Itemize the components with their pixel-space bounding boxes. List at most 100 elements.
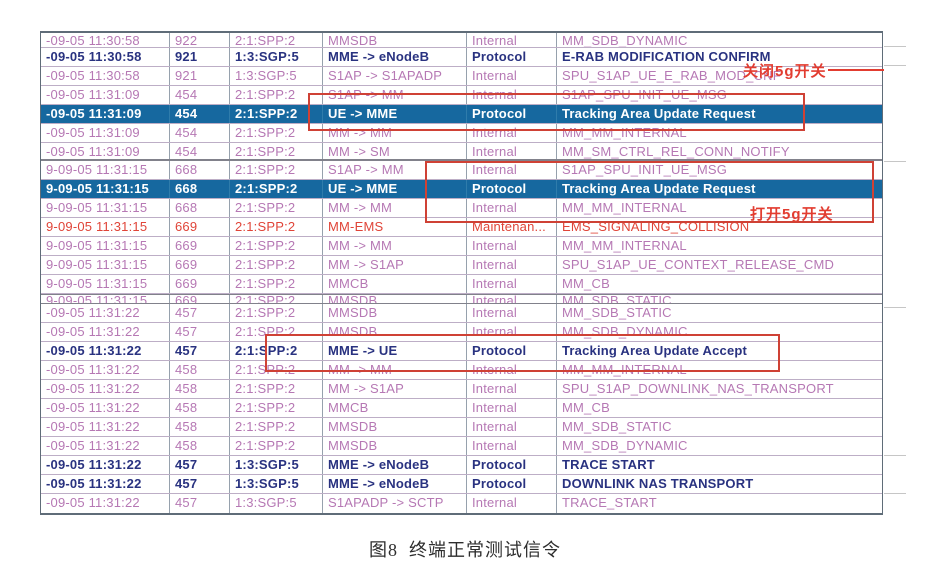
cell-msg: SPU_S1AP_DOWNLINK_NAS_TRANSPORT (562, 381, 834, 396)
table-edge-artifact (884, 46, 906, 47)
cell-dir: MM -> MM (323, 361, 467, 379)
table-row[interactable]: -09-05 11:31:09 454 2:1:SPP:2 MM -> SM Inter… (41, 143, 882, 161)
cell-num: 668 (170, 180, 230, 198)
cell-dir: MMSDB (323, 295, 467, 303)
cell-path: 2:1:SPP:2 (230, 437, 323, 455)
table-row[interactable]: -09-05 11:30:58 921 1:3:SGP:5 S1AP -> S1APA… (41, 67, 882, 86)
table-row[interactable]: -09-05 11:31:09 454 2:1:SPP:2 S1AP -> MM Int… (41, 86, 882, 105)
cell-time: 9-09-05 11:31:15 (41, 237, 170, 255)
cell-time: 9-09-05 11:31:15 (41, 199, 170, 217)
table-row[interactable]: -09-05 11:31:22 458 2:1:SPP:2 MMSDB Internal… (41, 418, 882, 437)
cell-num: 668 (170, 161, 230, 179)
cell-msg: MM_SDB_DYNAMIC (562, 438, 688, 453)
table-row[interactable]: 9-09-05 11:31:15 668 2:1:SPP:2 S1AP -> MM In… (41, 161, 882, 180)
table-row[interactable]: -09-05 11:31:22 458 2:1:SPP:2 MMSDB Internal… (41, 437, 882, 456)
table-row[interactable]: -09-05 11:31:09 454 2:1:SPP:2 UE -> MME Prot… (41, 105, 882, 124)
cell-dir: S1AP -> S1APADP (323, 67, 467, 85)
cell-msg: MM_SDB_STATIC (562, 305, 672, 320)
cell-type: Internal (467, 86, 557, 104)
cell-dir: MMSDB (323, 33, 467, 47)
cell-path: 1:3:SGP:5 (230, 48, 323, 66)
cell-dir: MM-EMS (323, 218, 467, 236)
cell-time: 9-09-05 11:31:15 (41, 161, 170, 179)
table-row[interactable]: -09-05 11:31:22 457 2:1:SPP:2 MMSDB Internal… (41, 304, 882, 323)
cell-dir: MME -> UE (323, 342, 467, 360)
cell-time: 9-09-05 11:31:15 (41, 275, 170, 293)
table-row[interactable]: -09-05 11:31:22 457 1:3:SGP:5 MME -> eNodeB… (41, 456, 882, 475)
cell-type: Internal (467, 418, 557, 436)
cell-msg: TRACE START (562, 457, 655, 472)
cell-path: 1:3:SGP:5 (230, 494, 323, 513)
table-row[interactable]: 9-09-05 11:31:15 669 2:1:SPP:2 MMSDB Interna… (41, 294, 882, 304)
table-row[interactable]: 9-09-05 11:31:15 669 2:1:SPP:2 MM -> S1AP In… (41, 256, 882, 275)
table-row[interactable]: -09-05 11:30:58 922 2:1:SPP:2 MMSDB Internal… (41, 33, 882, 48)
cell-path: 2:1:SPP:2 (230, 399, 323, 417)
cell-path: 2:1:SPP:2 (230, 418, 323, 436)
cell-num: 669 (170, 295, 230, 303)
cell-num: 454 (170, 86, 230, 104)
figure-caption: 图8 终端正常测试信令 (369, 540, 561, 560)
cell-path: 2:1:SPP:2 (230, 124, 323, 142)
cell-msg: MM_SDB_DYNAMIC (562, 324, 688, 339)
cell-time: -09-05 11:31:22 (41, 437, 170, 455)
table-row[interactable]: -09-05 11:31:09 454 2:1:SPP:2 MM -> MM Inter… (41, 124, 882, 143)
cell-path: 2:1:SPP:2 (230, 256, 323, 274)
table-edge-artifact (884, 307, 906, 308)
cell-dir: MM -> MM (323, 199, 467, 217)
cell-dir: MMSDB (323, 304, 467, 322)
cell-dir: S1AP -> MM (323, 86, 467, 104)
cell-time: -09-05 11:30:58 (41, 33, 170, 47)
table-row[interactable]: -09-05 11:31:22 457 1:3:SGP:5 S1APADP -> SC… (41, 494, 882, 513)
cell-dir: MM -> MM (323, 124, 467, 142)
cell-time: -09-05 11:31:22 (41, 494, 170, 513)
cell-type: Protocol (467, 475, 557, 493)
cell-path: 2:1:SPP:2 (230, 105, 323, 123)
cell-dir: S1APADP -> SCTP (323, 494, 467, 513)
table-row[interactable]: 9-09-05 11:31:15 668 2:1:SPP:2 MM -> MM Inte… (41, 199, 882, 218)
cell-num: 454 (170, 105, 230, 123)
cell-num: 457 (170, 323, 230, 341)
cell-num: 458 (170, 437, 230, 455)
cell-time: -09-05 11:31:22 (41, 380, 170, 398)
cell-path: 1:3:SGP:5 (230, 67, 323, 85)
table-row[interactable]: -09-05 11:31:22 458 2:1:SPP:2 MMCB Internal M… (41, 399, 882, 418)
annotation-open-5g-label: 打开5g开关 (750, 206, 834, 223)
cell-time: 9-09-05 11:31:15 (41, 218, 170, 236)
table-edge-artifact (884, 161, 906, 162)
table-row[interactable]: 9-09-05 11:31:15 669 2:1:SPP:2 MM -> MM Inte… (41, 237, 882, 256)
table-edge-artifact (884, 493, 906, 494)
cell-type: Internal (467, 399, 557, 417)
cell-time: -09-05 11:31:22 (41, 304, 170, 322)
table-row[interactable]: -09-05 11:31:22 457 1:3:SGP:5 MME -> eNodeB… (41, 475, 882, 494)
cell-type: Maintenan... (467, 218, 557, 236)
cell-time: -09-05 11:31:09 (41, 86, 170, 104)
cell-msg: SPU_S1AP_UE_CONTEXT_RELEASE_CMD (562, 257, 835, 272)
table-row[interactable]: 9-09-05 11:31:15 669 2:1:SPP:2 MMCB Internal… (41, 275, 882, 294)
table-row[interactable]: -09-05 11:31:22 457 2:1:SPP:2 MMSDB Internal… (41, 323, 882, 342)
table-row[interactable]: -09-05 11:31:22 457 2:1:SPP:2 MME -> UE Prot… (41, 342, 882, 361)
cell-dir: MMCB (323, 275, 467, 293)
cell-num: 458 (170, 418, 230, 436)
cell-path: 2:1:SPP:2 (230, 180, 323, 198)
cell-time: 9-09-05 11:31:15 (41, 256, 170, 274)
cell-path: 2:1:SPP:2 (230, 323, 323, 341)
cell-path: 2:1:SPP:2 (230, 275, 323, 293)
cell-time: -09-05 11:31:09 (41, 124, 170, 142)
table-row[interactable]: -09-05 11:31:22 458 2:1:SPP:2 MM -> MM Inter… (41, 361, 882, 380)
cell-num: 922 (170, 33, 230, 47)
table-row[interactable]: 9-09-05 11:31:15 668 2:1:SPP:2 UE -> MME Pro… (41, 180, 882, 199)
table-row[interactable]: -09-05 11:31:22 458 2:1:SPP:2 MM -> S1AP Int… (41, 380, 882, 399)
cell-path: 2:1:SPP:2 (230, 86, 323, 104)
cell-msg: MM_MM_INTERNAL (562, 125, 687, 140)
cell-path: 2:1:SPP:2 (230, 342, 323, 360)
cell-num: 457 (170, 456, 230, 474)
cell-dir: MME -> eNodeB (323, 456, 467, 474)
table-row[interactable]: -09-05 11:30:58 921 1:3:SGP:5 MME -> eNodeB… (41, 48, 882, 67)
cell-type: Protocol (467, 48, 557, 66)
cell-path: 2:1:SPP:2 (230, 143, 323, 159)
cell-msg: MM_MM_INTERNAL (562, 362, 687, 377)
cell-msg: DOWNLINK NAS TRANSPORT (562, 476, 754, 491)
cell-time: -09-05 11:31:22 (41, 456, 170, 474)
cell-type: Protocol (467, 456, 557, 474)
